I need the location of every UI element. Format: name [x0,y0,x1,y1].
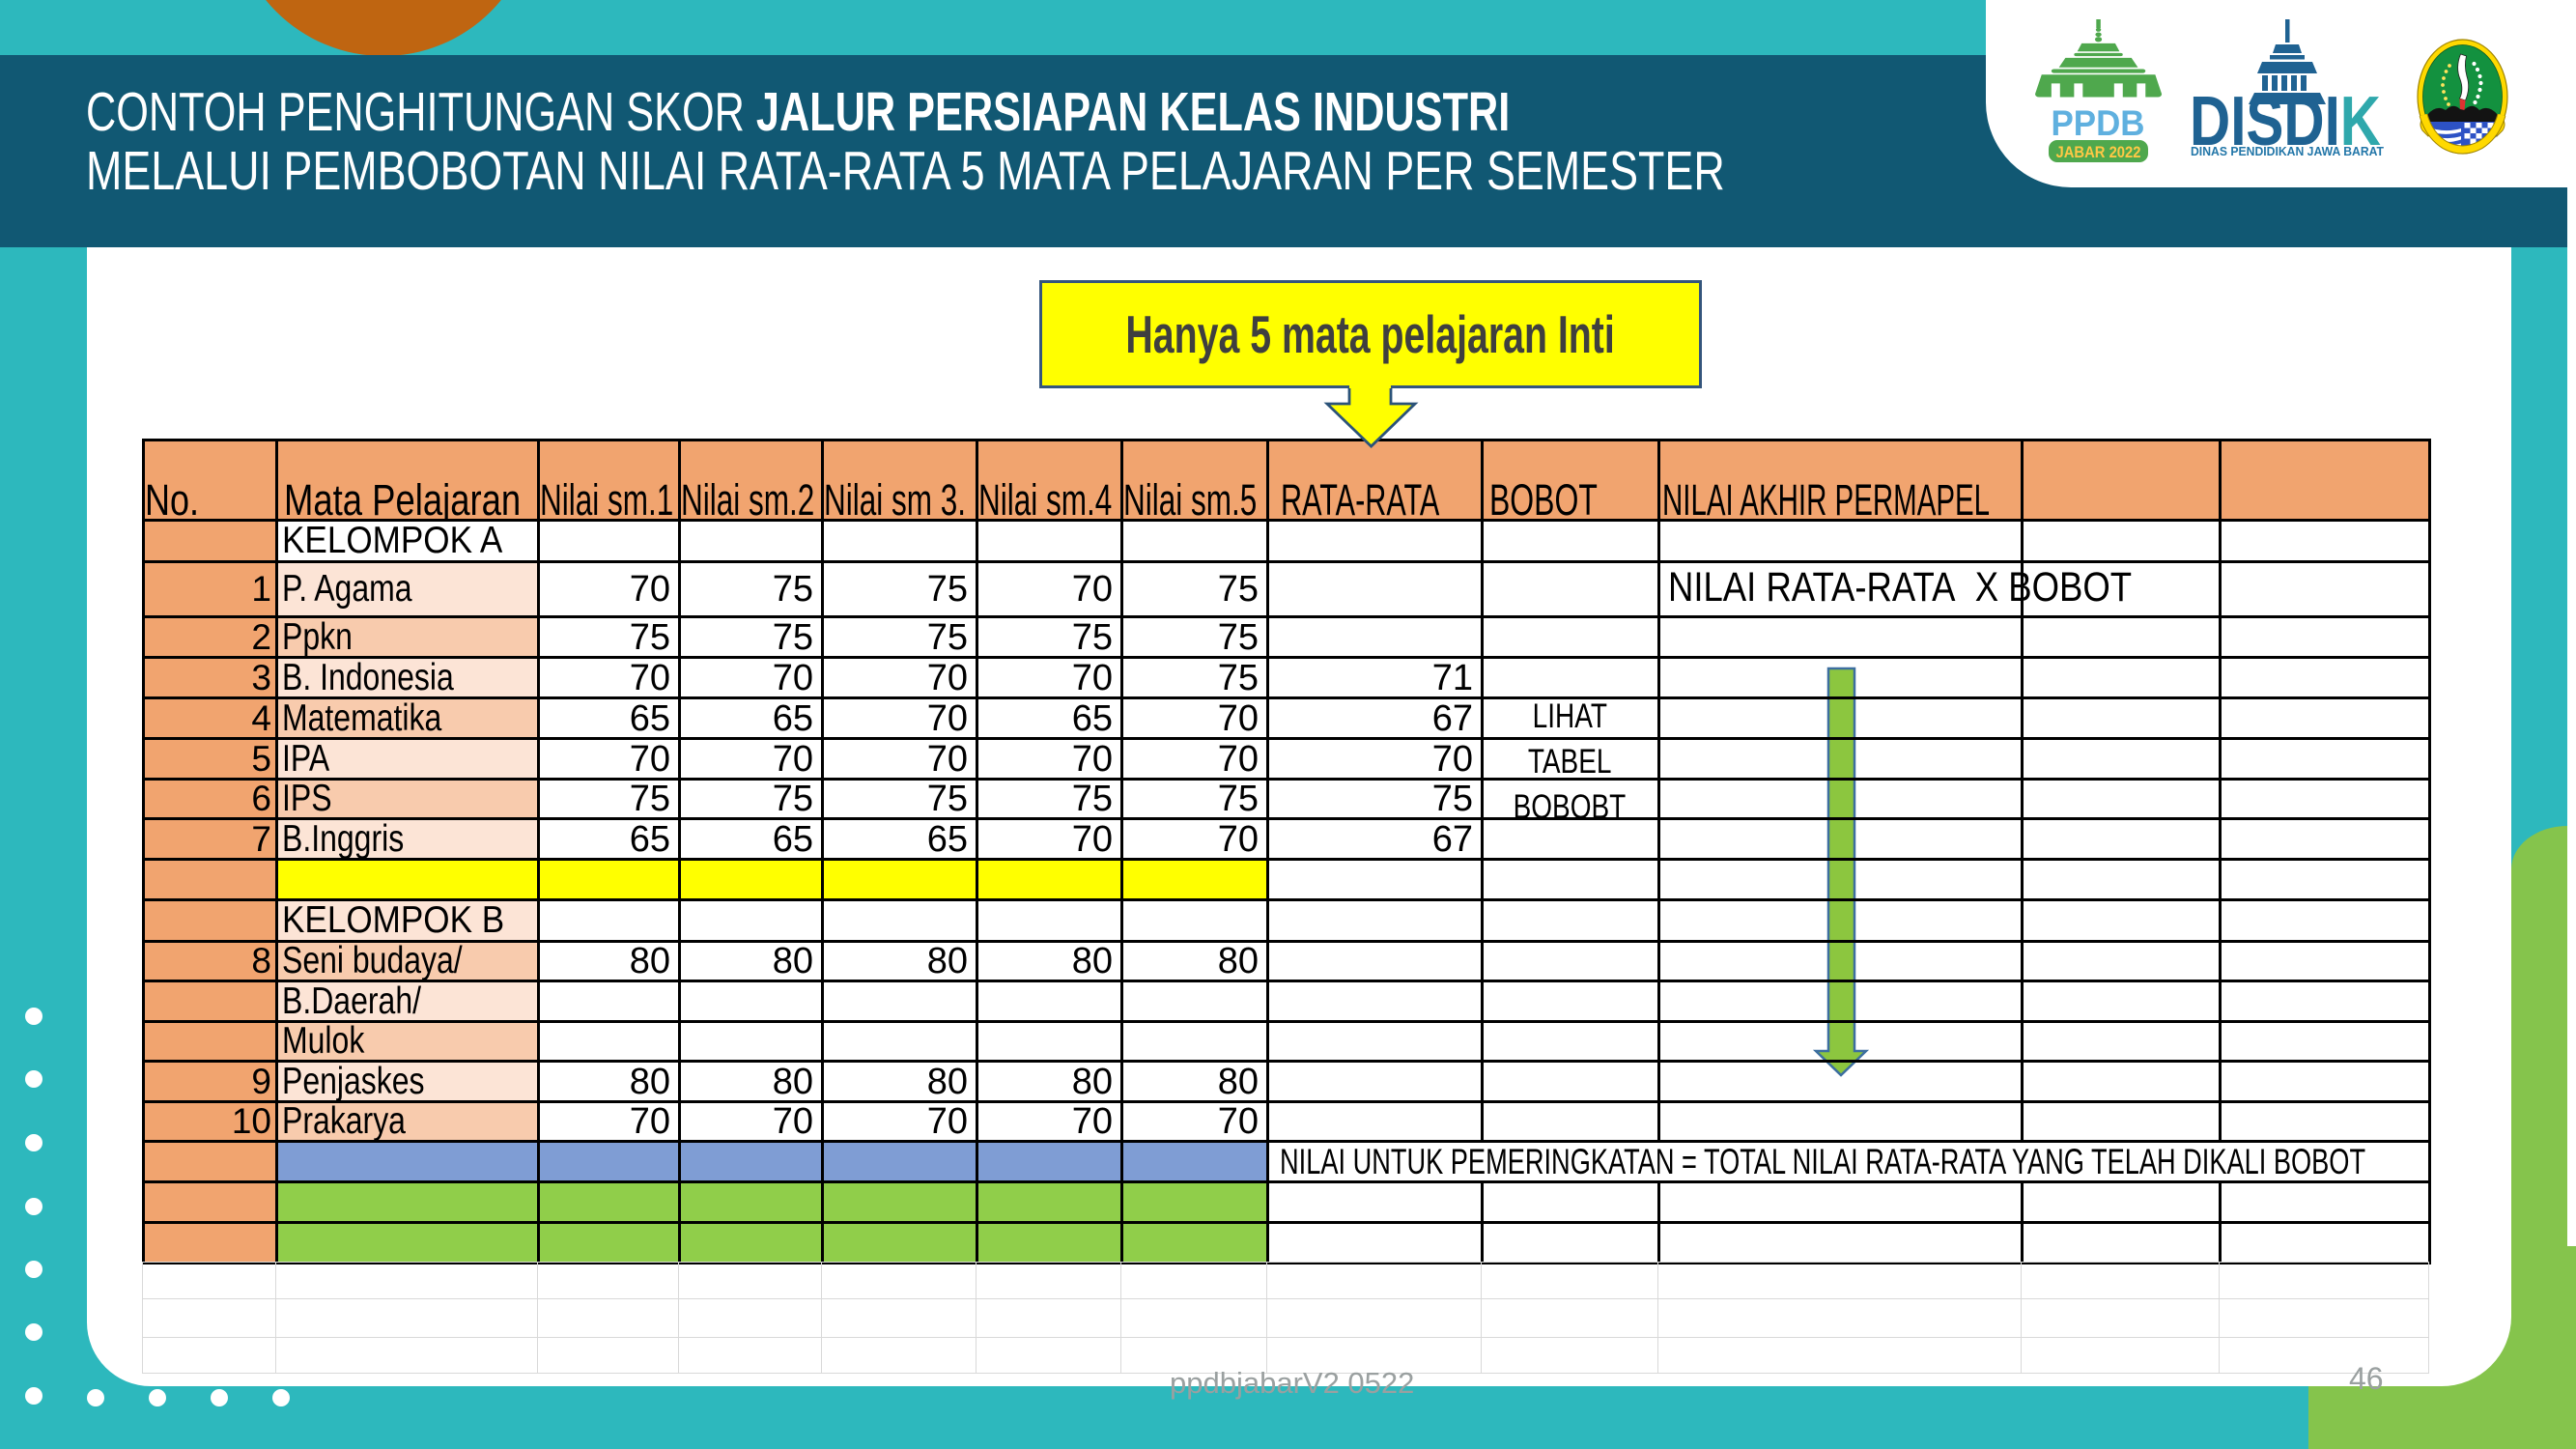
svg-text:PPDB: PPDB [2052,103,2145,143]
svg-text:JABAR 2022: JABAR 2022 [2056,143,2141,161]
svg-text:DINAS PENDIDIKAN JAWA BARAT: DINAS PENDIDIKAN JAWA BARAT [2191,145,2384,158]
svg-text:DISDIK: DISDIK [2190,83,2381,160]
